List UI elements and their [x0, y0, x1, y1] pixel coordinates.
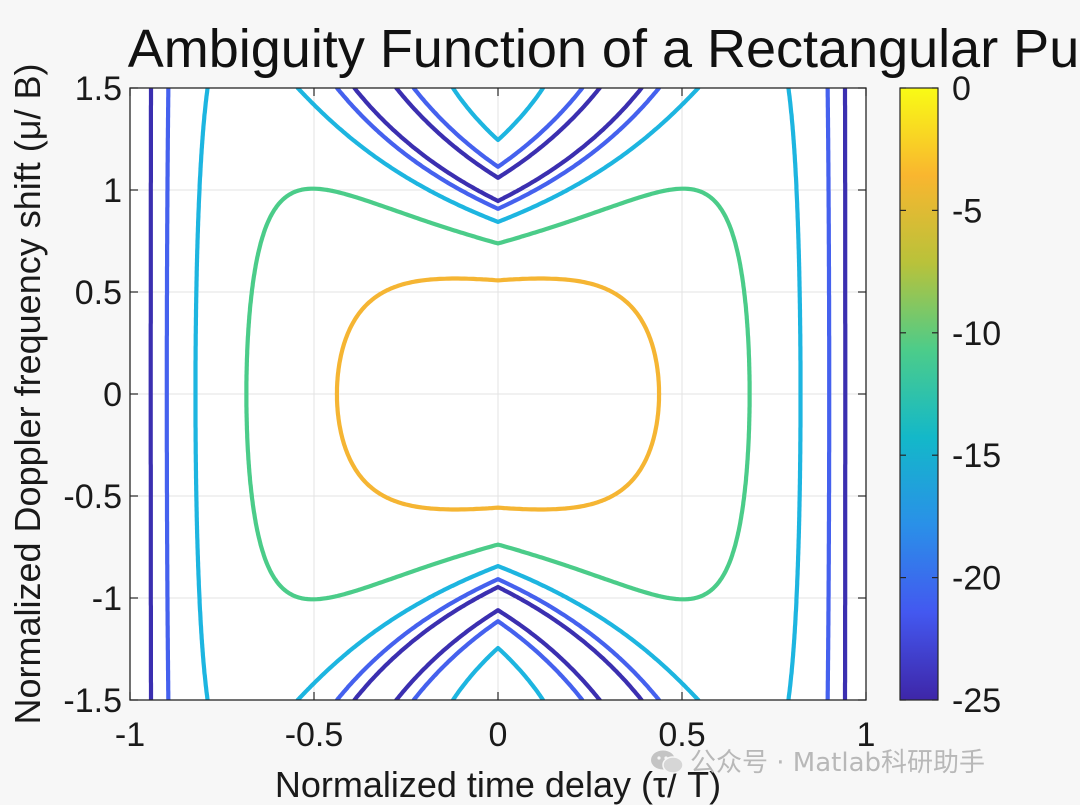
- wechat-icon: [651, 750, 684, 774]
- axis-ticks: [129, 87, 867, 701]
- colorbar-tick-label: -15: [952, 437, 1001, 475]
- y-tick-label: -1: [92, 580, 122, 618]
- watermark: 公众号 · Matlab科研助手: [650, 742, 985, 779]
- x-tick-label: 0: [489, 716, 508, 754]
- contour-level-5: [334, 276, 662, 512]
- contour-level-20: [164, 88, 832, 700]
- colorbar-tick-label: -5: [952, 192, 982, 230]
- y-tick-label: -0.5: [63, 478, 122, 516]
- x-tick-label: -1: [115, 716, 145, 754]
- x-axis-label: Normalized time delay (τ/ T): [275, 764, 721, 805]
- y-tick-label: 1: [103, 172, 122, 210]
- contour-level-15: [193, 88, 803, 700]
- x-tick-label: -0.5: [285, 716, 344, 754]
- y-axis-label: Normalized Doppler frequency shift (μ/ B…: [7, 64, 48, 725]
- chart-title: Ambiguity Function of a Rectangular Puls…: [128, 19, 1080, 79]
- y-tick-labels: -1.5 -1 -0.5 0 0.5 1 1.5: [63, 70, 122, 720]
- contour-level-25: [148, 88, 848, 700]
- colorbar-tick-label: -25: [952, 682, 1001, 720]
- y-tick-label: 1.5: [75, 70, 122, 108]
- colorbar-tick-label: 0: [952, 70, 971, 108]
- colorbar-tick-label: -10: [952, 315, 1001, 353]
- x-tick-label: 0.5: [658, 716, 705, 754]
- watermark-text: 公众号 · Matlab科研助手: [690, 748, 986, 778]
- colorbar-tick-label: -20: [952, 560, 1001, 598]
- colorbar-ticks: 0 -5 -10 -15 -20 -25: [900, 70, 1001, 720]
- x-tick-label: 1: [857, 716, 876, 754]
- y-tick-label: 0.5: [75, 274, 122, 312]
- contour-level-10: [244, 186, 752, 602]
- y-tick-label: -1.5: [63, 682, 122, 720]
- x-tick-labels: -1 -0.5 0 0.5 1: [115, 716, 876, 754]
- y-tick-label: 0: [103, 376, 122, 414]
- colorbar: [899, 87, 939, 701]
- contour-lines: [148, 88, 848, 700]
